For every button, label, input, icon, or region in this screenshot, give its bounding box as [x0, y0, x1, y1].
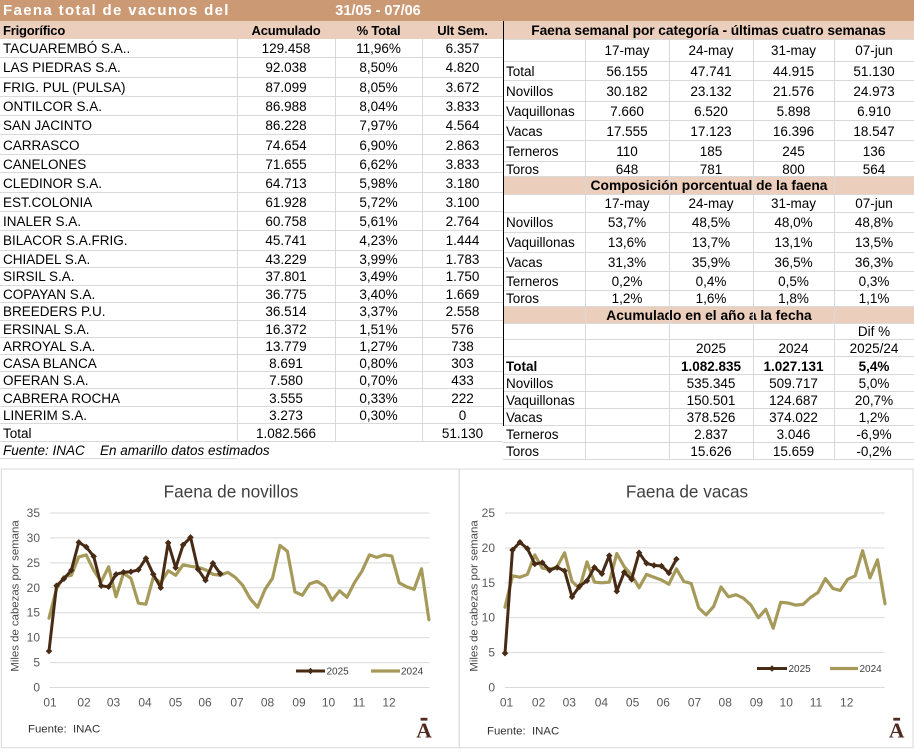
svg-text:15: 15: [482, 576, 496, 590]
svg-text:05: 05: [626, 696, 640, 710]
svg-text:07: 07: [230, 696, 244, 710]
svg-text:12: 12: [382, 696, 396, 710]
svg-text:A: A: [889, 719, 905, 743]
svg-text:11: 11: [810, 696, 823, 710]
svg-text:Faena de vacas: Faena de vacas: [626, 482, 748, 502]
svg-text:02: 02: [532, 696, 546, 710]
svg-text:11: 11: [353, 696, 366, 710]
svg-text:2024: 2024: [860, 664, 883, 675]
svg-text:Fuente: INAC: Fuente: INAC: [28, 723, 100, 735]
svg-text:04: 04: [595, 696, 609, 710]
svg-text:20: 20: [27, 581, 41, 595]
svg-text:Faena de novillos: Faena de novillos: [164, 482, 299, 502]
svg-text:02: 02: [77, 696, 91, 710]
svg-text:Fuente: INAC: Fuente: INAC: [487, 726, 559, 738]
svg-text:35: 35: [27, 506, 41, 520]
svg-text:Miles de cabezas por semana: Miles de cabezas por semana: [10, 520, 22, 672]
svg-text:10: 10: [482, 611, 496, 625]
svg-text:10: 10: [780, 696, 794, 710]
svg-text:0: 0: [33, 681, 40, 695]
svg-text:07: 07: [688, 696, 702, 710]
svg-text:06: 06: [198, 696, 212, 710]
svg-text:5: 5: [33, 656, 40, 670]
svg-text:Miles de cabezas por semana: Miles de cabezas por semana: [469, 520, 481, 672]
svg-text:5: 5: [488, 646, 495, 660]
svg-text:30: 30: [27, 531, 41, 545]
svg-text:03: 03: [107, 696, 121, 710]
svg-text:04: 04: [138, 696, 152, 710]
svg-text:06: 06: [657, 696, 671, 710]
svg-text:12: 12: [840, 696, 854, 710]
svg-text:01: 01: [500, 696, 514, 710]
svg-text:0: 0: [488, 681, 495, 695]
svg-text:2024: 2024: [401, 667, 424, 678]
svg-text:A: A: [416, 719, 432, 743]
svg-text:2025: 2025: [327, 667, 350, 678]
svg-text:25: 25: [27, 556, 41, 570]
svg-text:09: 09: [750, 696, 764, 710]
svg-text:10: 10: [27, 631, 41, 645]
svg-text:10: 10: [322, 696, 336, 710]
svg-text:08: 08: [261, 696, 275, 710]
svg-text:08: 08: [719, 696, 733, 710]
svg-text:09: 09: [292, 696, 306, 710]
svg-text:20: 20: [482, 541, 496, 555]
svg-text:15: 15: [27, 606, 41, 620]
svg-text:05: 05: [169, 696, 183, 710]
svg-text:25: 25: [482, 506, 496, 520]
svg-text:2025: 2025: [789, 664, 812, 675]
svg-text:03: 03: [563, 696, 577, 710]
svg-text:01: 01: [43, 696, 57, 710]
